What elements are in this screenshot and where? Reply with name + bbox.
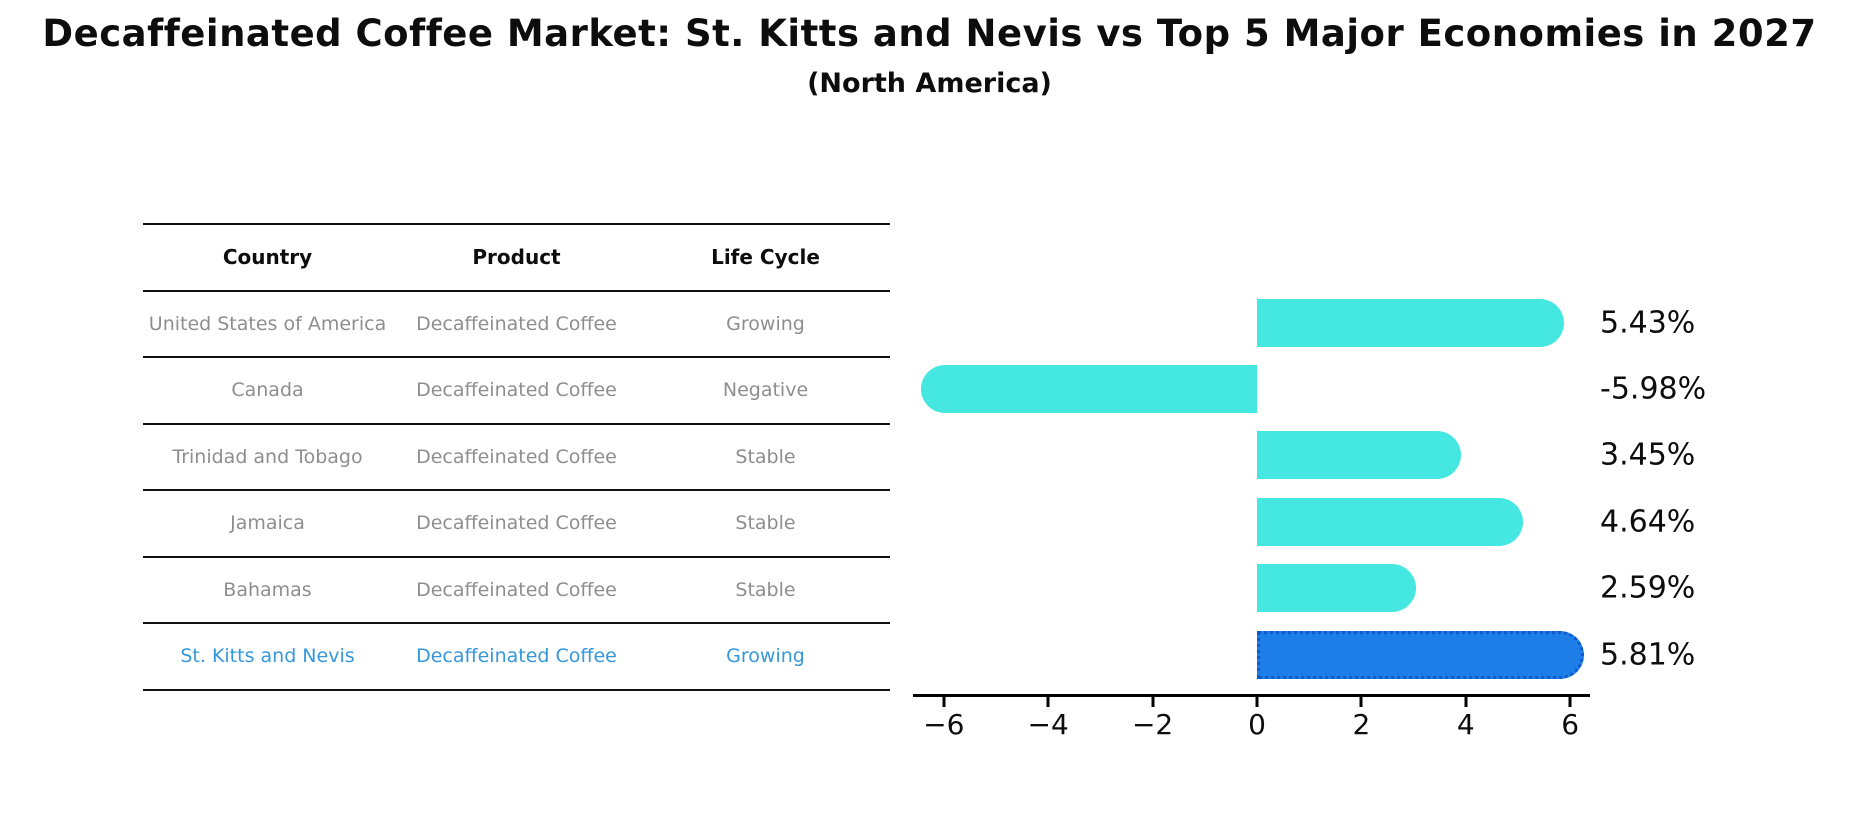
bar-highlight: [1257, 630, 1585, 679]
x-tick-label: 0: [1248, 708, 1266, 741]
table-cell-country: Trinidad and Tobago: [172, 445, 363, 468]
table-cell-life-cycle: Growing: [726, 312, 805, 335]
bar-value-label: 5.43%: [1600, 305, 1696, 340]
table-cell-product: Decaffeinated Coffee: [416, 379, 617, 402]
table-cell-country: St. Kitts and Nevis: [180, 645, 355, 668]
x-tick-label: 2: [1352, 708, 1371, 741]
table-cell-country: Bahamas: [223, 578, 312, 601]
table-cell-country: Jamaica: [230, 512, 305, 535]
table-cell-product: Decaffeinated Coffee: [416, 445, 617, 468]
table-cell-product: Decaffeinated Coffee: [416, 512, 617, 535]
table-body: United States of America Decaffeinated Co…: [143, 289, 890, 689]
table-cell-life-cycle: Growing: [726, 645, 805, 668]
x-tick-label: 6: [1561, 708, 1580, 741]
table-row: Trinidad and Tobago Decaffeinated Coffee S…: [143, 422, 890, 490]
x-tick-mark: [1568, 697, 1572, 707]
bar: [1257, 564, 1417, 613]
bar-value-label: 3.45%: [1600, 437, 1696, 473]
x-tick-mark: [942, 697, 946, 707]
x-tick-label: −4: [1027, 708, 1069, 741]
column-header-country: Country: [222, 245, 313, 270]
bar-value-label: 5.81%: [1600, 637, 1696, 672]
bar: [920, 364, 1257, 413]
table-cell-life-cycle: Stable: [735, 578, 796, 601]
table-cell-life-cycle: Stable: [735, 445, 796, 468]
table-header-row: Country Product Life Cycle: [143, 223, 890, 290]
table-cell-life-cycle: Stable: [735, 512, 796, 535]
x-tick-mark: [1151, 697, 1155, 707]
x-tick-mark: [1255, 697, 1259, 707]
table-row: United States of America Decaffeinated Co…: [143, 289, 890, 357]
column-header-product: Product: [472, 245, 561, 270]
chart-subtitle: (North America): [807, 68, 1052, 99]
table-row: St. Kitts and Nevis Decaffeinated Coffee G…: [143, 622, 890, 689]
table-cell-life-cycle: Negative: [722, 379, 809, 402]
bar-value-label: 2.59%: [1600, 570, 1696, 606]
table-row: Bahamas Decaffeinated Coffee Stable: [143, 555, 890, 623]
data-table: Country Product Life Cycle United States…: [143, 223, 890, 691]
bar-value-label: 4.64%: [1600, 504, 1696, 540]
column-header-lifecycle: Life Cycle: [711, 245, 820, 270]
table-cell-product: Decaffeinated Coffee: [416, 578, 617, 601]
x-tick-mark: [1464, 697, 1468, 707]
x-tick-label: −2: [1131, 708, 1174, 741]
bar: [1257, 497, 1524, 546]
table-cell-product: Decaffeinated Coffee: [416, 645, 617, 668]
x-tick-mark: [1046, 697, 1050, 707]
bar: [1257, 298, 1565, 347]
bar: [1257, 431, 1462, 480]
x-tick-mark: [1359, 697, 1363, 707]
chart-title: Decaffeinated Coffee Market: St. Kitts a…: [42, 12, 1817, 55]
x-axis-line: [913, 694, 1590, 697]
bar-value-label: -5.98%: [1600, 371, 1707, 407]
x-tick-label: −6: [923, 708, 965, 741]
table-cell-product: Decaffeinated Coffee: [416, 312, 617, 335]
table-cell-country: United States of America: [148, 312, 387, 335]
table-cell-country: Canada: [231, 379, 304, 402]
table-row: Jamaica Decaffeinated Coffee Stable: [143, 489, 890, 556]
x-tick-label: 4: [1456, 708, 1475, 741]
table-row: Canada Decaffeinated Coffee Negative: [143, 356, 890, 423]
